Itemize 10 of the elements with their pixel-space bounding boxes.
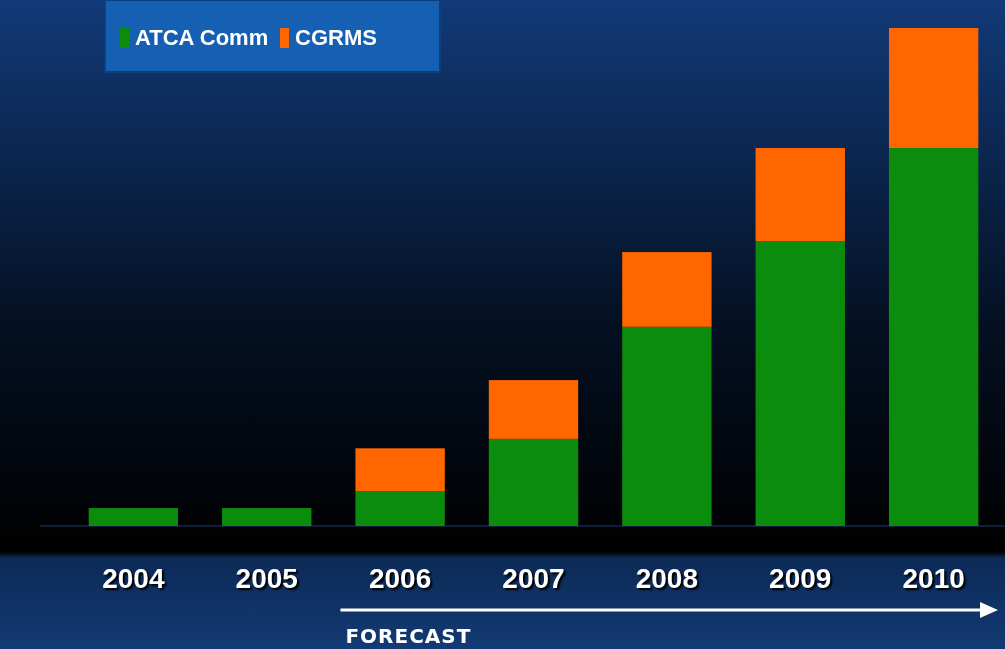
x-tick-label: 2004 bbox=[102, 563, 165, 594]
text: FORECAST bbox=[345, 624, 472, 648]
legend-label: ATCA Comm bbox=[135, 25, 269, 50]
x-tick-label: 2010 bbox=[902, 563, 965, 594]
x-tick-label: 2005 bbox=[235, 563, 298, 594]
x-tick-label: 2006 bbox=[368, 563, 432, 594]
x-tick-label: 2008 bbox=[635, 563, 699, 594]
x-tick-label: 2009 bbox=[769, 563, 832, 594]
x-tick-label: 2007 bbox=[502, 563, 565, 594]
legend-label: CGRMS bbox=[295, 25, 377, 50]
